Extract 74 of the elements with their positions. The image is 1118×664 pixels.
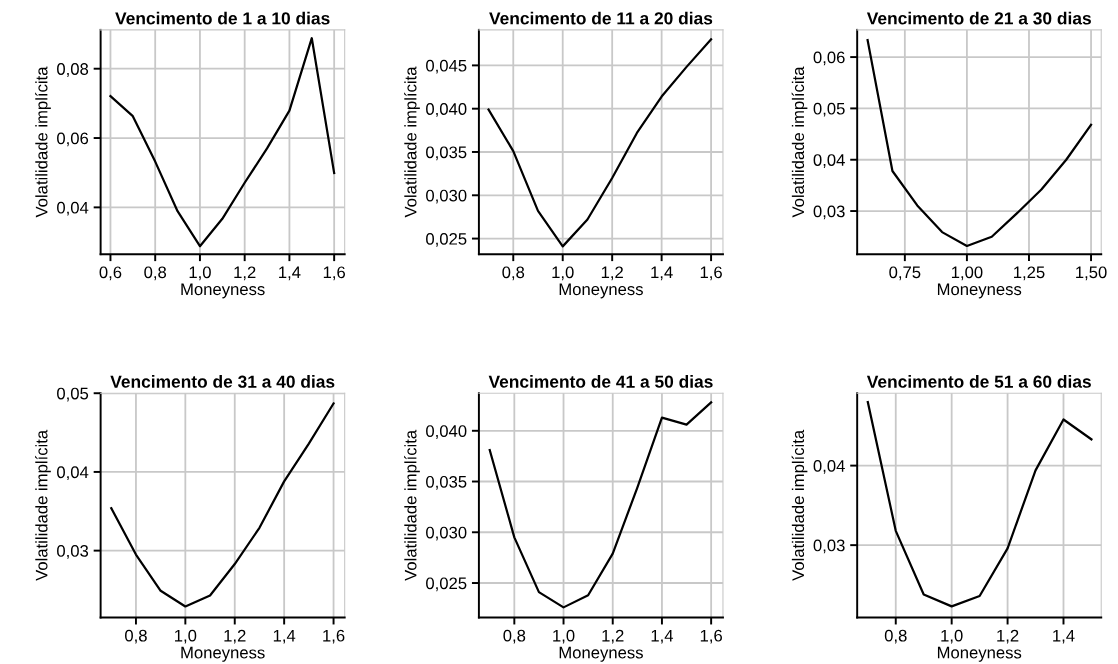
- x-tick-label: 1,0: [941, 629, 963, 644]
- chart-title: Vencimento de 51 a 60 dias: [866, 375, 1091, 388]
- x-tick-label: 0,8: [125, 629, 147, 644]
- x-axis-title: Moneyness: [937, 646, 1022, 662]
- y-tick-label: 0,08: [57, 63, 89, 77]
- line-series: [488, 401, 713, 609]
- chart-title: Vencimento de 41 a 50 dias: [488, 375, 713, 388]
- y-tick-label: 0,05: [813, 102, 845, 117]
- y-tick-label: 0,030: [426, 189, 467, 204]
- x-tick-label: 1,6: [700, 266, 722, 281]
- y-tick-label: 0,06: [57, 132, 89, 147]
- chart-title: Vencimento de 11 a 20 dias: [489, 11, 713, 25]
- line-series: [109, 37, 336, 248]
- x-tick-label: 1,4: [273, 629, 296, 644]
- x-axis-title: Moneyness: [181, 283, 265, 299]
- x-tick-label: 1,00: [951, 266, 983, 281]
- x-tick-label: 1,0: [552, 266, 574, 281]
- line-series: [110, 402, 335, 608]
- y-tick-label: 0,040: [426, 103, 467, 117]
- y-axis-title: Volatilidade implícita: [404, 429, 420, 581]
- y-tick-label: 0,04: [57, 201, 89, 216]
- y-tick-label: 0,04: [813, 154, 845, 168]
- x-tick-label: 1,6: [323, 266, 346, 281]
- x-tick-label: 0,6: [99, 266, 122, 281]
- x-tick-label: 0,8: [503, 629, 526, 644]
- y-axis-title: Volatilidade implícita: [35, 429, 51, 581]
- y-tick-label: 0,03: [813, 539, 845, 554]
- x-axis-title: Moneyness: [559, 646, 643, 662]
- x-tick-label: 1,4: [651, 266, 673, 281]
- y-tick-label: 0,030: [426, 526, 467, 541]
- y-tick-label: 0,05: [57, 387, 89, 402]
- y-tick-label: 0,045: [426, 59, 467, 74]
- line-series: [487, 38, 713, 248]
- x-axis-title: Moneyness: [181, 646, 265, 662]
- y-tick-label: 0,035: [426, 146, 467, 161]
- x-tick-label: 1,50: [1076, 266, 1107, 281]
- y-tick-label: 0,025: [426, 232, 467, 247]
- line-series: [866, 400, 1093, 608]
- chart-title: Vencimento de 31 a 40 dias: [110, 375, 335, 388]
- y-tick-label: 0,025: [426, 577, 467, 592]
- line-series: [866, 39, 1093, 248]
- y-axis-title: Volatilidade implícita: [35, 66, 51, 218]
- y-tick-label: 0,035: [426, 475, 467, 490]
- x-tick-label: 0,75: [889, 266, 921, 281]
- y-tick-label: 0,04: [57, 466, 89, 481]
- x-tick-label: 1,2: [601, 266, 623, 281]
- x-tick-label: 1,2: [602, 629, 624, 644]
- y-tick-label: 0,03: [813, 205, 845, 220]
- x-tick-label: 0,8: [502, 266, 525, 281]
- x-tick-label: 1,2: [224, 629, 246, 644]
- x-tick-label: 0,8: [884, 629, 907, 644]
- y-axis-title: Volatilidade implícita: [791, 66, 808, 218]
- x-tick-label: 1,4: [1053, 629, 1075, 644]
- x-tick-label: 1,4: [651, 629, 674, 644]
- x-axis-title: Moneyness: [559, 283, 643, 299]
- x-tick-label: 1,0: [189, 266, 211, 281]
- x-tick-label: 1,2: [234, 266, 256, 281]
- y-axis-title: Volatilidade implícita: [404, 66, 420, 218]
- x-tick-label: 1,2: [997, 629, 1019, 644]
- y-tick-label: 0,03: [57, 545, 89, 559]
- y-axis-title: Volatilidade implícita: [791, 429, 808, 581]
- x-tick-label: 1,6: [700, 629, 722, 644]
- y-tick-label: 0,06: [813, 51, 845, 66]
- chart-title: Vencimento de 1 a 10 dias: [115, 11, 330, 25]
- y-tick-label: 0,040: [426, 425, 467, 439]
- x-tick-label: 1,0: [175, 629, 197, 644]
- x-tick-label: 1,0: [553, 629, 575, 644]
- chart-title: Vencimento de 21 a 30 dias: [866, 11, 1091, 25]
- x-tick-label: 1,6: [323, 629, 345, 644]
- y-tick-label: 0,04: [813, 460, 845, 474]
- x-axis-title: Moneyness: [937, 283, 1022, 299]
- x-tick-label: 1,4: [279, 266, 301, 281]
- x-tick-label: 0,8: [144, 266, 167, 281]
- x-tick-label: 1,25: [1014, 266, 1045, 281]
